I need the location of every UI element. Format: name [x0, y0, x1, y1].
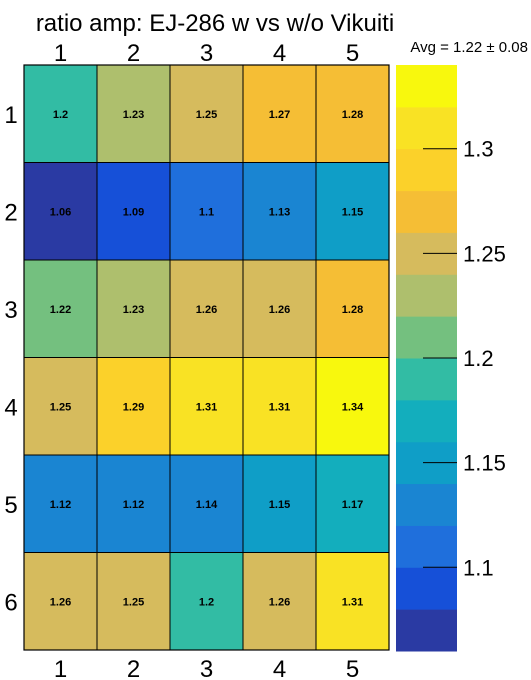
- cell-value-label: 1.2: [199, 596, 214, 608]
- heatmap-cells: [23, 64, 390, 651]
- row-label: 2: [4, 199, 17, 226]
- column-label-top: 4: [273, 40, 286, 67]
- heatmap-cell: [315, 64, 390, 163]
- heatmap-cell: [315, 162, 390, 261]
- cell-value-label: 1.15: [269, 499, 290, 511]
- heatmap-cell: [96, 64, 171, 163]
- chart-title: ratio amp: EJ-286 w vs w/o Vikuiti: [36, 10, 394, 37]
- heatmap-cell: [169, 552, 244, 651]
- heatmap-cell: [242, 259, 317, 358]
- color-scale-segment: [396, 483, 457, 526]
- cell-value-label: 1.34: [342, 401, 364, 413]
- color-scale-segment: [396, 274, 457, 317]
- color-scale-tick-label: 1.25: [463, 241, 506, 266]
- cell-value-label: 1.26: [269, 304, 290, 316]
- color-scale-tick-label: 1.3: [463, 137, 494, 162]
- cell-value-label: 1.26: [196, 304, 217, 316]
- cell-value-label: 1.14: [196, 499, 218, 511]
- cell-value-label: 1.13: [269, 206, 290, 218]
- row-labels: 1 2 3 4 5 6: [4, 102, 17, 617]
- column-label-top: 5: [346, 40, 359, 67]
- heatmap-cell: [23, 454, 98, 553]
- color-scale-segment: [396, 316, 457, 359]
- heatmap-cell: [23, 64, 98, 163]
- heatmap-cell: [169, 357, 244, 456]
- color-scale-ticks: 1.1 1.15 1.2 1.25 1.3: [423, 137, 506, 580]
- cell-value-label: 1.28: [342, 109, 363, 121]
- plot-frame: [23, 64, 390, 651]
- cell-value-label: 1.12: [123, 499, 144, 511]
- cell-value-label: 1.26: [50, 596, 71, 608]
- color-scale-segment: [396, 358, 457, 401]
- color-scale-segment: [396, 65, 457, 108]
- cell-value-label: 1.25: [123, 596, 144, 608]
- cell-value-label: 1.23: [123, 109, 144, 121]
- cell-value-label: 1.06: [50, 206, 71, 218]
- heatmap-cell: [242, 64, 317, 163]
- heatmap-cell: [315, 454, 390, 553]
- heatmap-cell: [315, 357, 390, 456]
- heatmap-cell: [169, 162, 244, 261]
- column-label-bottom: 3: [200, 656, 213, 680]
- color-scale-segment: [396, 148, 457, 192]
- row-label: 5: [4, 492, 17, 519]
- cell-value-label: 1.22: [50, 304, 71, 316]
- color-scale-tick-label: 1.1: [463, 555, 494, 580]
- cell-value-label: 1.25: [50, 401, 71, 413]
- cell-value-label: 1.31: [342, 596, 363, 608]
- cell-value-label: 1.31: [269, 401, 290, 413]
- column-labels-top: 1 2 3 4 5: [54, 40, 359, 67]
- heatmap-cell: [23, 162, 98, 261]
- cell-value-label: 1.1: [199, 206, 214, 218]
- color-scale-segment: [396, 609, 457, 652]
- heatmap-cell: [242, 552, 317, 651]
- color-scale-segment: [396, 190, 457, 233]
- color-scale-tick-label: 1.2: [463, 346, 494, 371]
- color-scale-segment: [396, 399, 457, 443]
- column-label-bottom: 2: [127, 656, 140, 680]
- cell-value-label: 1.25: [196, 109, 217, 121]
- color-scale-bar: [396, 65, 457, 652]
- heatmap-cell: [96, 357, 171, 456]
- heatmap-cell: [169, 259, 244, 358]
- column-label-top: 2: [127, 40, 140, 67]
- heatmap-cell: [96, 552, 171, 651]
- column-label-top: 3: [200, 40, 213, 67]
- row-label: 4: [4, 394, 17, 421]
- column-label-top: 1: [54, 40, 67, 67]
- cell-value-label: 1.29: [123, 401, 144, 413]
- heatmap-cell: [169, 454, 244, 553]
- cell-value-label: 1.12: [50, 499, 71, 511]
- cell-value-label: 1.2: [53, 109, 68, 121]
- column-labels-bottom: 1 2 3 4 5: [54, 656, 359, 680]
- cell-value-label: 1.26: [269, 596, 290, 608]
- cell-value-label: 1.31: [196, 401, 217, 413]
- row-label: 1: [4, 102, 17, 129]
- cell-value-label: 1.09: [123, 206, 144, 218]
- column-label-bottom: 4: [273, 656, 286, 680]
- color-scale-segment: [396, 106, 457, 150]
- row-label: 3: [4, 297, 17, 324]
- cell-value-label: 1.28: [342, 304, 363, 316]
- cell-value-label: 1.17: [342, 499, 363, 511]
- column-label-bottom: 1: [54, 656, 67, 680]
- heatmap-cell-labels: 1.2 1.23 1.25 1.27 1.28 1.06 1.09 1.1 1.13 1.15 1.…: [50, 109, 364, 609]
- color-scale-segment: [396, 525, 457, 568]
- average-annotation: Avg = 1.22 ± 0.08: [410, 39, 528, 56]
- cell-value-label: 1.27: [269, 109, 290, 121]
- color-scale-segment: [396, 567, 457, 610]
- heatmap-cell: [96, 259, 171, 358]
- cell-value-label: 1.15: [342, 206, 363, 218]
- cell-value-label: 1.23: [123, 304, 144, 316]
- column-label-bottom: 5: [346, 656, 359, 680]
- plot-border: [23, 64, 390, 651]
- heatmap-cell: [242, 357, 317, 456]
- heatmap-cell: [96, 454, 171, 553]
- row-label: 6: [4, 589, 17, 616]
- color-scale-tick-label: 1.15: [463, 451, 506, 476]
